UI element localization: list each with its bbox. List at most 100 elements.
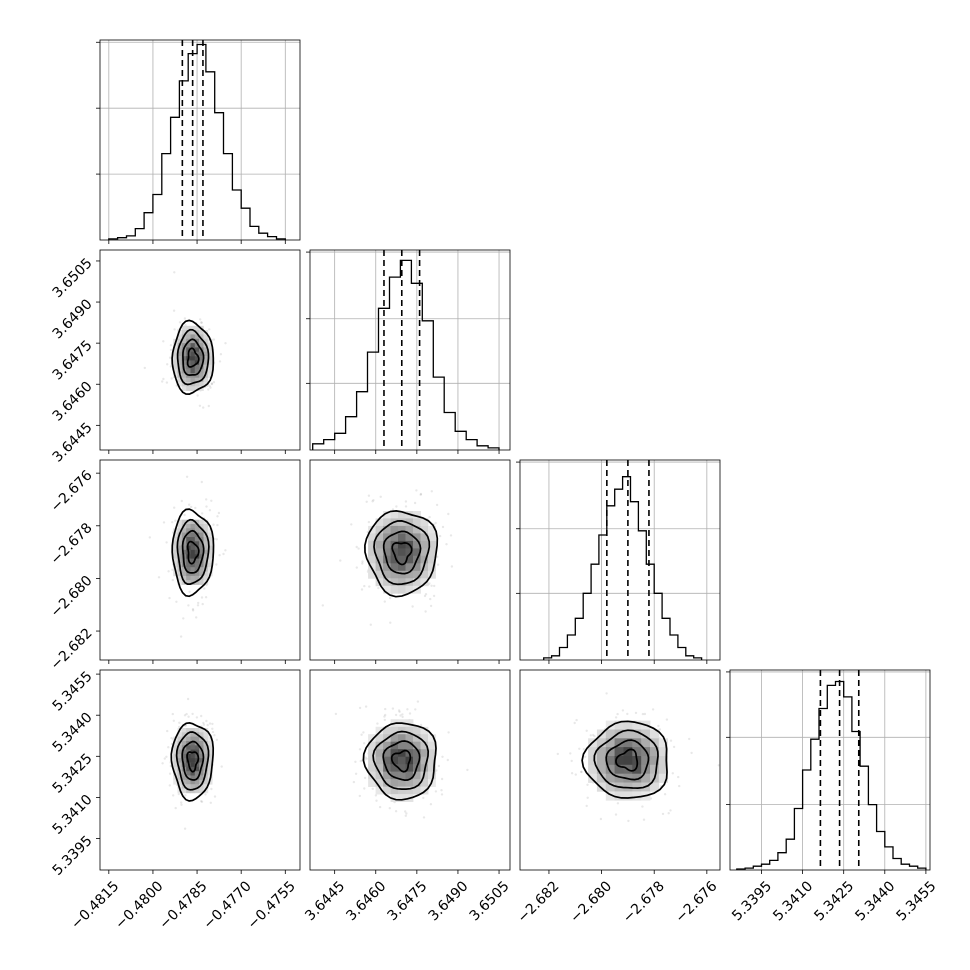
density-cell (383, 511, 391, 519)
sample-point (580, 770, 583, 774)
sample-point (614, 813, 618, 816)
density-cell (194, 766, 200, 772)
sample-point (195, 716, 199, 719)
density-cell (190, 728, 196, 733)
sample-point (355, 566, 358, 569)
histogram-steps (312, 259, 500, 450)
sample-point (634, 711, 638, 715)
density-cell (181, 753, 187, 759)
density-cell (420, 726, 429, 735)
sample-point (383, 715, 386, 718)
sample-point (218, 554, 221, 557)
sample-point (178, 721, 181, 724)
contour-level-4 (171, 319, 215, 395)
density-cell (203, 537, 209, 542)
density-cell (190, 562, 196, 568)
contour-level-4 (364, 510, 439, 598)
density-cell (375, 563, 384, 572)
sample-point (371, 500, 374, 503)
density-cell (207, 558, 213, 564)
contour-level-2 (605, 739, 650, 781)
density-cell (420, 749, 429, 758)
density-cell (207, 753, 213, 759)
histogram-panel-3 (516, 459, 721, 664)
density-cell (186, 562, 191, 568)
sample-point (163, 757, 166, 760)
sample-point (585, 729, 588, 732)
density-cell (390, 525, 399, 534)
density-cell (194, 356, 200, 361)
sample-point (401, 713, 404, 716)
density-cell (199, 373, 204, 379)
panel-frame (519, 669, 721, 871)
density-cell (390, 726, 399, 735)
density-cell (420, 548, 429, 557)
sample-point (556, 752, 559, 756)
density-cell (207, 347, 213, 353)
density-cell (413, 540, 421, 549)
sample-point (213, 795, 217, 798)
density-cell (181, 788, 187, 794)
sample-point (171, 578, 174, 582)
density-cell (405, 525, 414, 534)
density-cell (405, 779, 414, 787)
density-cell (177, 575, 183, 581)
density-cell (375, 726, 384, 735)
density-cell (177, 779, 183, 785)
density-cell (605, 791, 615, 801)
sample-point (321, 604, 324, 607)
sample-point (422, 796, 425, 800)
sample-point (196, 604, 200, 607)
density-cell (428, 771, 436, 780)
density-cell (398, 756, 406, 765)
density-cell (632, 747, 642, 757)
sample-point (447, 512, 450, 516)
density-cell (375, 548, 384, 557)
density-cell (190, 532, 196, 538)
sample-point (191, 712, 194, 716)
density-cell (177, 360, 183, 366)
sample-point (212, 381, 216, 384)
density-cell (199, 571, 204, 577)
sample-point (205, 719, 208, 723)
density-cell (390, 771, 399, 780)
sample-point (441, 525, 445, 529)
density-cell (177, 549, 183, 555)
sample-point (621, 709, 625, 712)
sample-point (383, 600, 386, 603)
density-cell (632, 729, 642, 739)
density-cell (207, 567, 213, 572)
density-cell (413, 548, 421, 557)
density-cell (658, 738, 668, 748)
density-cell (207, 741, 213, 746)
sample-point (218, 360, 222, 363)
sample-point (215, 738, 219, 741)
density-cell (405, 548, 414, 557)
sample-point (355, 545, 358, 549)
sample-point (209, 386, 212, 389)
histogram-panel-1 (96, 39, 301, 244)
sample-point (394, 810, 398, 813)
density-cell (428, 563, 436, 572)
density-cell (405, 570, 414, 579)
sample-point (173, 271, 176, 274)
density-cell (186, 745, 191, 750)
density-cell (405, 734, 414, 743)
density-cell (614, 738, 624, 748)
density-cell (190, 571, 196, 577)
density-cell (177, 382, 183, 387)
histogram-steps (736, 680, 927, 870)
density-cell (375, 771, 384, 780)
density-cell (177, 364, 183, 370)
contour-level-1 (186, 751, 200, 773)
density-cell (398, 533, 406, 542)
density-cell (190, 736, 196, 742)
sample-point (168, 784, 171, 787)
density-cell (190, 788, 196, 794)
density-cell (173, 766, 178, 772)
density-cell (190, 360, 196, 366)
sample-point (466, 768, 469, 772)
sample-point (168, 356, 172, 359)
density-cell (614, 747, 624, 757)
density-cell (199, 338, 204, 344)
